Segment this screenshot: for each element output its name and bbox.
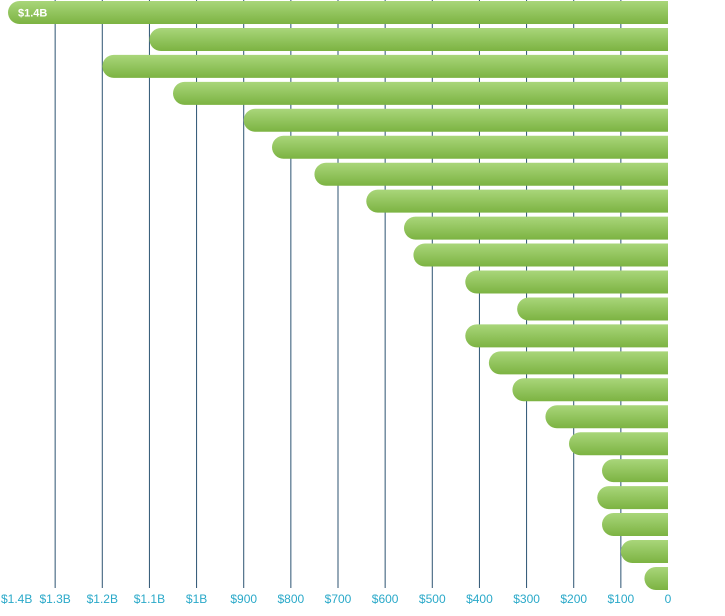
bar [366, 189, 668, 213]
bar [545, 405, 668, 429]
x-tick-label: $1B [186, 592, 207, 606]
x-axis-ticks: $1.4B $1.3B $1.2B $1.1B $1B $900 $800 $700 $600 $… [1, 592, 672, 606]
bars [8, 1, 669, 590]
x-tick-label: $600 [372, 592, 399, 606]
x-tick-label: $800 [278, 592, 305, 606]
data-labels: $1.4B [18, 8, 47, 20]
bar [644, 566, 668, 590]
bar [512, 378, 668, 402]
bar [517, 297, 668, 321]
bar [488, 351, 668, 375]
x-tick-label: 0 [665, 592, 672, 606]
bar [620, 540, 668, 563]
bar [602, 459, 668, 483]
bar [602, 513, 668, 537]
x-tick-label: $100 [608, 592, 635, 606]
x-tick-label: $300 [513, 592, 540, 606]
x-tick-label: $200 [560, 592, 587, 606]
bar-data-label: $1.4B [18, 8, 47, 20]
x-tick-label: $900 [230, 592, 257, 606]
bar [102, 54, 669, 78]
bar [173, 81, 668, 105]
bar [404, 216, 668, 240]
bar [569, 432, 668, 456]
bar [272, 135, 668, 159]
x-tick-label: $1.1B [134, 592, 165, 606]
x-tick-label: $500 [419, 592, 446, 606]
x-tick-label: $400 [466, 592, 493, 606]
x-tick-label: $1.2B [87, 592, 118, 606]
bar [149, 27, 668, 51]
bar [597, 486, 668, 510]
x-tick-label: $1.4B [1, 592, 32, 606]
bar [413, 243, 668, 267]
x-tick-label: $700 [325, 592, 352, 606]
x-tick-label: $1.3B [39, 592, 70, 606]
bar [8, 1, 669, 24]
bar [314, 162, 668, 186]
bar [465, 324, 668, 348]
bar [465, 270, 668, 294]
bar [243, 108, 668, 132]
